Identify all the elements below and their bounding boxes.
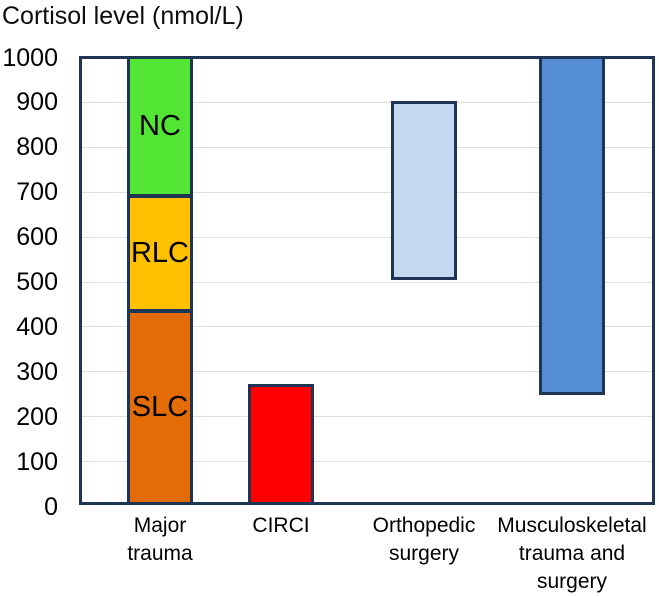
bar-segment-orthopedic-surgery (391, 100, 457, 281)
y-tick-label: 1000 (2, 43, 58, 72)
gridline (82, 371, 652, 373)
gridline (82, 281, 652, 283)
y-tick-label: 200 (16, 402, 58, 431)
plot-inner: SLC RLC NC (82, 56, 652, 505)
plot-area: SLC RLC NC (79, 56, 655, 505)
bar-segment-rlc: RLC (127, 195, 193, 312)
gridline (82, 326, 652, 328)
y-tick-label: 400 (16, 312, 58, 341)
gridline (82, 461, 652, 463)
y-tick-label: 500 (16, 268, 58, 296)
y-tick-label: 300 (16, 357, 58, 386)
y-tick-label: 600 (16, 223, 58, 252)
y-tick-label: 900 (16, 88, 58, 117)
chart-title: Cortisol level (nmol/L) (2, 2, 244, 30)
x-axis-label-musculoskeletal-trauma-and-surgery: Musculoskeletal trauma and surgery (497, 514, 647, 593)
bar-segment-label: SLC (131, 390, 189, 423)
y-tick-label: 700 (16, 178, 58, 207)
gridline (82, 191, 652, 193)
bar-segment-slc: SLC (127, 309, 193, 505)
bar-segment-nc: NC (127, 56, 193, 198)
gridline (82, 146, 652, 148)
bar-segment-label: RLC (130, 236, 189, 269)
bar-segment-label: NC (139, 110, 181, 143)
bar-segment-musculoskeletal-trauma-and-surgery (539, 56, 605, 395)
y-tick-label: 0 (44, 492, 58, 521)
gridline (82, 236, 652, 238)
x-axis-label-circi: CIRCI (252, 514, 310, 537)
bar-segment-circi (248, 383, 314, 505)
x-axis-label-major-trauma: Major trauma (127, 514, 193, 565)
y-tick-label: 100 (16, 447, 58, 476)
gridline (82, 416, 652, 418)
x-axis-label-orthopedic-surgery: Orthopedic surgery (372, 514, 476, 565)
y-tick-label: 800 (16, 133, 58, 162)
gridline (82, 101, 652, 103)
